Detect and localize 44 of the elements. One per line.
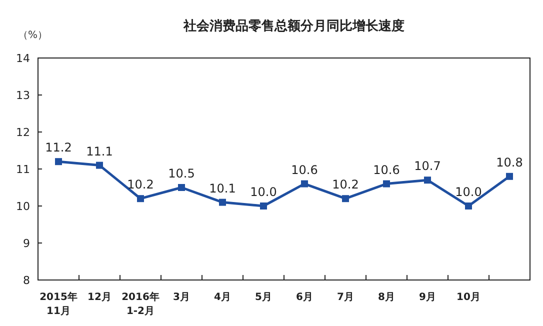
point (342, 195, 349, 202)
point (219, 198, 226, 206)
data-label: 11.1 (86, 144, 113, 158)
point (96, 162, 103, 169)
x-tick-label: 9月 (419, 292, 436, 303)
y-tick-label: 12 (16, 126, 30, 139)
x-tick-label: 4月 (214, 292, 231, 303)
y-tick-label: 10 (16, 200, 30, 213)
x-tick-label: 12月 (88, 292, 112, 303)
point (137, 195, 144, 202)
y-tick-label: 14 (16, 52, 30, 65)
point (424, 176, 431, 184)
point (178, 184, 185, 191)
data-label: 10.0 (455, 185, 482, 199)
data-label: 10.2 (332, 178, 359, 192)
x-tick-label: 8月 (378, 292, 395, 303)
x-tick-label: 6月 (296, 292, 313, 303)
y-tick-label: 13 (16, 89, 30, 102)
data-label: 10.6 (291, 162, 318, 177)
point (383, 180, 390, 188)
x-tick-label: 2015年 11月 (40, 291, 78, 317)
y-axis-title: （%） (18, 30, 48, 41)
x-tick-label: 3月 (173, 292, 190, 303)
data-label: 10.1 (209, 181, 236, 196)
point (55, 158, 62, 166)
point (465, 202, 472, 210)
x-tick-label: 7月 (337, 292, 354, 303)
x-tick-label: 2016年 1-2月 (122, 291, 160, 317)
data-label: 10.8 (496, 155, 523, 170)
data-label: 10.7 (414, 159, 441, 174)
x-tick-label: 5月 (255, 292, 272, 303)
data-label: 10.0 (250, 185, 277, 199)
data-label: 10.5 (168, 166, 195, 180)
point (506, 172, 513, 180)
chart-title: 社会消费品零售总额分月同比增长速度 (182, 18, 404, 34)
x-tick-label: 10月 (456, 292, 480, 303)
data-label: 10.2 (127, 178, 154, 192)
y-tick-label: 8 (23, 274, 30, 287)
point (260, 202, 267, 210)
data-label: 10.6 (373, 162, 400, 177)
data-label: 11.2 (45, 140, 72, 155)
y-tick-label: 11 (16, 163, 30, 176)
point (301, 180, 308, 188)
y-tick-label: 9 (23, 237, 30, 250)
